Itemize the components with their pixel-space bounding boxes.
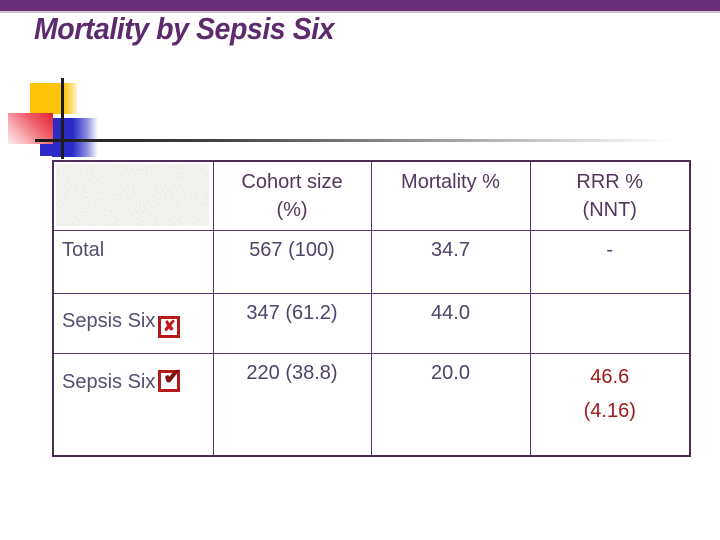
col-header-mortality: Mortality %	[370, 160, 531, 231]
vertical-crosshair-line	[61, 78, 64, 159]
col-header-line1: RRR %	[576, 171, 644, 193]
nnt-value: (4.16)	[583, 399, 636, 422]
col-header-line1: Mortality %	[401, 171, 500, 193]
cell-total-rrr: -	[529, 229, 691, 294]
cell-six-check-cohort: 220 (38.8)	[212, 352, 372, 457]
row-label-text: Sepsis Six	[62, 370, 156, 393]
cell-six-x-rrr	[529, 292, 691, 354]
row-label-text: Sepsis Six	[62, 309, 156, 332]
page-title: Mortality by Sepsis Six	[34, 11, 335, 46]
col-header-line2: (%)	[276, 199, 308, 221]
blue-square-tab	[40, 143, 54, 156]
header-empty-textured-cell	[52, 160, 214, 231]
col-header-cohort-size: Cohort size (%)	[212, 160, 372, 231]
table-row-sepsis-six-not-done: Sepsis Six ✘ 347 (61.2) 44.0	[52, 292, 691, 354]
cell-total-cohort: 567 (100)	[212, 229, 372, 294]
row-label-sepsis-six-x: Sepsis Six ✘	[52, 292, 214, 354]
texture-fill	[56, 164, 209, 226]
check-checkbox-icon: ✔	[158, 365, 182, 392]
cell-six-x-cohort: 347 (61.2)	[212, 292, 372, 354]
table-header-row: Cohort size (%) Mortality % RRR % (NNT)	[52, 160, 691, 231]
cell-six-x-mortality: 44.0	[370, 292, 531, 354]
row-label-total: Total	[52, 229, 214, 294]
rrr-value: 46.6	[590, 365, 630, 388]
blue-square	[52, 118, 98, 157]
table-row-total: Total 567 (100) 34.7 -	[52, 229, 691, 294]
x-checkbox-icon: ✘	[158, 315, 181, 338]
row-label-text: Total	[62, 238, 105, 261]
x-icon: ✘	[163, 317, 176, 335]
red-square	[8, 113, 53, 144]
col-header-line2: (NNT)	[582, 199, 637, 221]
col-header-line1: Cohort size	[241, 171, 343, 193]
row-label-sepsis-six-check: Sepsis Six ✔	[52, 352, 214, 457]
table-row-sepsis-six-done: Sepsis Six ✔ 220 (38.8) 20.0 46.6 (4.16)	[52, 352, 691, 457]
cell-six-check-mortality: 20.0	[370, 352, 531, 457]
cell-six-check-rrr: 46.6 (4.16)	[529, 352, 691, 457]
yellow-square	[30, 83, 77, 114]
col-header-rrr: RRR % (NNT)	[529, 160, 691, 231]
top-accent-bar	[0, 0, 720, 13]
horizontal-rule-line	[35, 139, 687, 142]
mortality-table: Cohort size (%) Mortality % RRR % (NNT) …	[52, 160, 691, 457]
check-icon: ✔	[163, 363, 182, 389]
cell-total-mortality: 34.7	[370, 229, 531, 294]
